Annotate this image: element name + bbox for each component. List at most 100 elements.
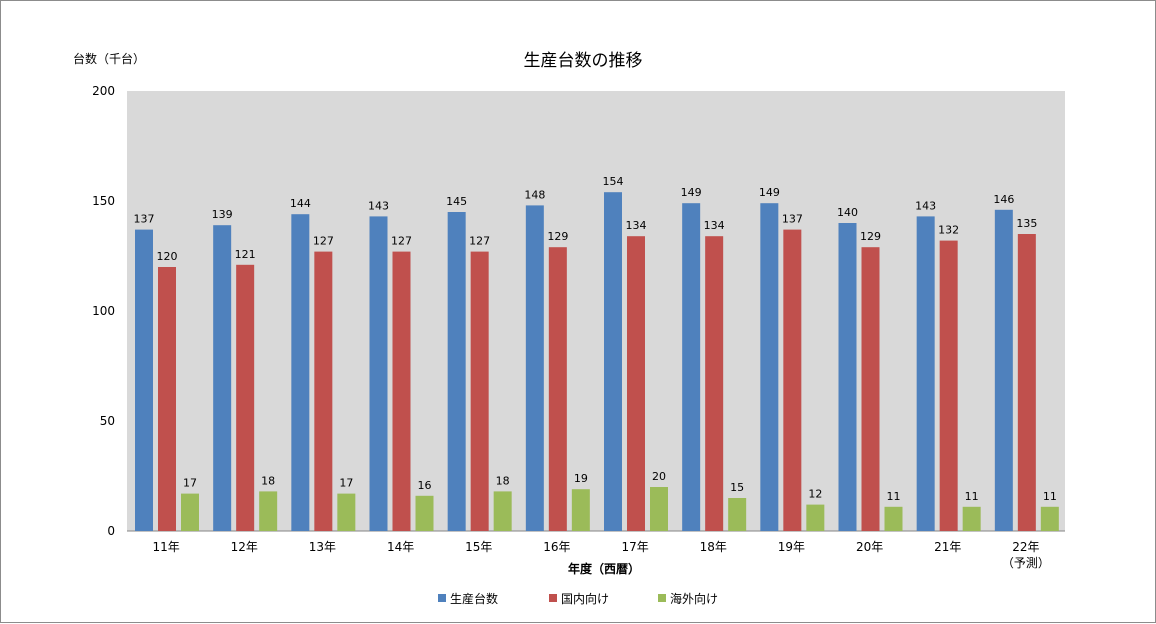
data-label: 137: [782, 213, 803, 226]
x-tick-sublabel: （予測）: [1002, 556, 1050, 570]
data-label: 129: [860, 230, 881, 243]
x-tick-label: 13年: [309, 540, 336, 554]
bar: [783, 229, 802, 531]
bar: [548, 247, 567, 531]
data-label: 120: [157, 250, 178, 263]
bar: [181, 493, 199, 531]
bar: [994, 209, 1013, 532]
data-label: 19: [574, 472, 588, 485]
data-label: 129: [547, 230, 568, 243]
bars: [135, 192, 1059, 532]
bar: [571, 489, 590, 531]
x-tick-label: 21年: [934, 540, 961, 554]
data-label: 11: [1043, 490, 1057, 503]
x-tick-label: 12年: [231, 540, 258, 554]
bar: [682, 203, 701, 531]
legend-swatch: [549, 594, 557, 602]
y-axis-label: 台数（千台）: [73, 51, 145, 66]
bar: [939, 240, 958, 531]
legend-label: 国内向け: [561, 591, 609, 606]
data-label: 17: [339, 477, 353, 490]
bar: [650, 487, 668, 531]
data-label: 143: [368, 199, 389, 212]
x-axis: 11年 12年 13年 14年 15年 16年 17年 18年 19年 20年 21年 22年 （予測）: [152, 540, 1049, 570]
y-axis: 0 50 100 150 200: [92, 84, 115, 538]
data-label: 146: [993, 193, 1014, 206]
data-label: 134: [626, 219, 647, 232]
x-tick-label: 14年: [387, 540, 414, 554]
data-labels: 137 120 17 139 121 18 144 127 17 143 127 16 145 127 18…: [134, 175, 1057, 503]
bar: [337, 493, 356, 531]
x-tick-label: 11年: [152, 540, 179, 554]
data-label: 143: [915, 199, 936, 212]
bar: [806, 504, 825, 531]
bar: [447, 212, 466, 531]
legend-label: 生産台数: [450, 591, 498, 606]
x-tick-label: 20年: [856, 540, 883, 554]
data-label: 127: [313, 235, 334, 248]
bar: [259, 491, 278, 531]
bar: [760, 203, 779, 531]
data-label: 17: [183, 477, 197, 490]
data-label: 20: [652, 470, 666, 483]
bar: [728, 498, 747, 531]
x-tick-label: 15年: [465, 540, 492, 554]
y-tick-label: 100: [92, 304, 115, 318]
x-tick-label: 22年: [1012, 540, 1039, 554]
data-label: 140: [837, 206, 858, 219]
bar: [1040, 506, 1059, 531]
x-tick-label: 16年: [543, 540, 570, 554]
bar: [314, 251, 333, 531]
legend-item: 生産台数: [438, 591, 498, 606]
bar: [838, 223, 857, 531]
bar: [861, 247, 880, 531]
x-tick-label: 18年: [700, 540, 727, 554]
data-label: 132: [938, 224, 959, 237]
y-tick-label: 200: [92, 84, 115, 98]
chart-title: 生産台数の推移: [524, 51, 643, 71]
data-label: 137: [134, 213, 155, 226]
plot-area: [127, 91, 1065, 531]
bar: [962, 506, 981, 531]
bar: [916, 216, 935, 531]
x-tick-label: 17年: [621, 540, 648, 554]
legend-item: 海外向け: [658, 591, 718, 606]
data-label: 12: [808, 488, 822, 501]
data-label: 18: [261, 474, 275, 487]
legend-swatch: [658, 594, 666, 602]
bar: [525, 205, 544, 531]
data-label: 149: [681, 186, 702, 199]
bar: [392, 251, 411, 531]
legend: 生産台数 国内向け 海外向け: [438, 591, 718, 606]
data-label: 139: [212, 208, 233, 221]
data-label: 135: [1016, 217, 1037, 230]
data-label: 127: [469, 235, 490, 248]
data-label: 134: [704, 219, 725, 232]
data-label: 144: [290, 197, 311, 210]
y-tick-label: 0: [107, 524, 115, 538]
x-tick-label: 19年: [778, 540, 805, 554]
data-label: 15: [730, 481, 744, 494]
data-label: 154: [603, 175, 624, 188]
bar: [627, 236, 645, 531]
data-label: 18: [496, 474, 510, 487]
legend-swatch: [438, 594, 446, 602]
bar: [1017, 234, 1036, 531]
bar: [604, 192, 622, 531]
y-tick-label: 150: [92, 194, 115, 208]
data-label: 127: [391, 235, 412, 248]
bar: [493, 491, 512, 531]
data-label: 11: [887, 490, 901, 503]
bar: [158, 267, 176, 531]
x-axis-label: 年度（西暦）: [568, 561, 640, 576]
y-tick-label: 50: [100, 414, 115, 428]
bar: [236, 264, 255, 531]
data-label: 121: [235, 248, 256, 261]
bar: [470, 251, 489, 531]
bar: [705, 236, 724, 531]
legend-label: 海外向け: [670, 591, 718, 606]
data-label: 16: [418, 479, 432, 492]
data-label: 149: [759, 186, 780, 199]
